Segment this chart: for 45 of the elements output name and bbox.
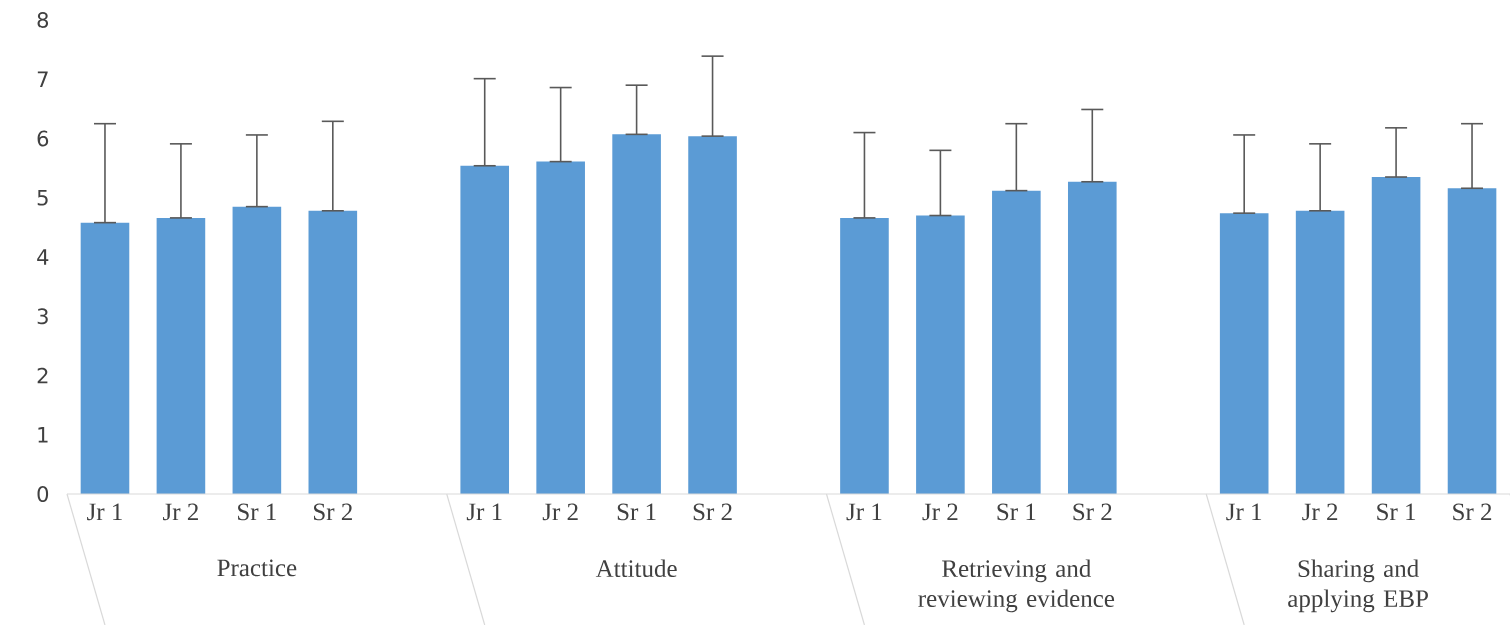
text: Sharing and applying EBP [1288, 559, 1428, 613]
x-tick-label: Sr 2 [1453, 503, 1492, 521]
text: Attitude [595, 559, 677, 578]
bar [1447, 188, 1497, 494]
y-tick-label: 7 [37, 71, 48, 87]
text: Retrieving and reviewing evidence [918, 559, 1115, 613]
bar [840, 217, 889, 494]
y-tick-label: 5 [37, 189, 48, 206]
x-tick-label: Sr 1 [997, 503, 1036, 521]
bar [1067, 181, 1117, 494]
y-tick-label: 6 [37, 130, 49, 147]
bar [232, 206, 282, 494]
x-tick-label: Jr 1 [87, 503, 122, 521]
x-tick-label: Sr 1 [617, 503, 656, 521]
y-tick-label: 2 [37, 367, 48, 384]
x-tick-label: Sr 2 [314, 503, 352, 521]
bar [460, 165, 510, 494]
x-tick-label: Sr 1 [238, 503, 276, 521]
bar [992, 190, 1041, 494]
bar [80, 222, 130, 494]
x-tick-label: Sr 1 [1377, 503, 1416, 521]
y-tick-label: 8 [37, 12, 49, 28]
y-tick-label: 3 [37, 308, 48, 325]
x-tick-label: Sr 2 [1073, 503, 1112, 521]
x-tick-label: Jr 2 [922, 503, 958, 521]
x-tick-label: Jr 2 [163, 503, 198, 521]
bar [308, 210, 358, 494]
x-tick-label: Jr 1 [846, 503, 882, 521]
text: Practice [217, 559, 297, 577]
bar [1371, 177, 1421, 494]
bar [156, 217, 206, 494]
x-tick-label: Jr 1 [1226, 503, 1262, 521]
bar [536, 161, 585, 494]
bar [1295, 210, 1345, 494]
x-tick-label: Jr 2 [1302, 503, 1338, 521]
y-tick-label: 0 [37, 486, 49, 502]
bar [688, 136, 737, 494]
bar [612, 134, 661, 494]
x-tick-label: Jr 1 [466, 503, 502, 521]
x-tick-label: Jr 2 [542, 503, 578, 521]
x-tick-label: Sr 2 [693, 503, 732, 521]
y-tick-label: 4 [37, 249, 49, 265]
bar [1219, 213, 1269, 494]
y-tick-label: 1 [38, 427, 48, 443]
bar [916, 215, 965, 494]
